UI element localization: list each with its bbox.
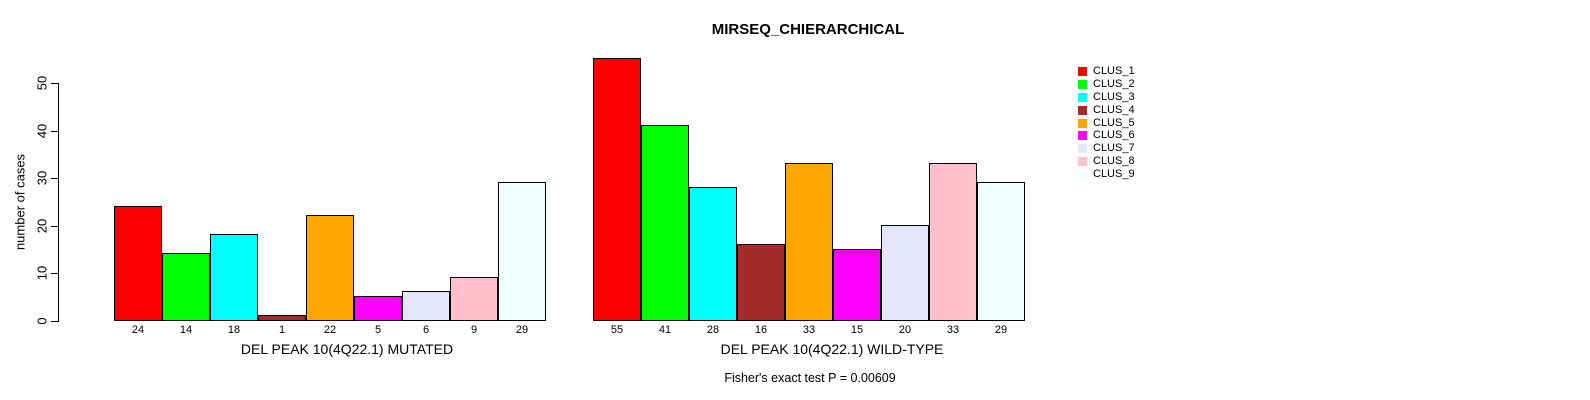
y-axis-tick — [51, 178, 58, 180]
x-axis-title-wildtype: DEL PEAK 10(4Q22.1) WILD-TYPE — [720, 341, 944, 357]
y-axis-line — [58, 83, 59, 322]
bar-clus_1 — [593, 58, 641, 321]
bar-clus_2 — [162, 253, 210, 321]
legend-swatch-clus_6 — [1078, 131, 1087, 141]
bar-clus_9 — [977, 182, 1025, 321]
y-axis-tick-label: 30 — [34, 171, 50, 186]
bar-value-label: 22 — [323, 324, 337, 336]
fisher-test-annotation: Fisher's exact test P = 0.00609 — [724, 371, 896, 385]
y-axis-tick — [51, 321, 58, 322]
y-axis-tick-label: 40 — [34, 123, 50, 138]
y-axis-tick-label: 50 — [34, 75, 50, 91]
bar-value-label: 9 — [470, 324, 478, 336]
bar-clus_8 — [929, 163, 977, 321]
chart-title: MIRSEQ_CHIERARCHICAL — [711, 21, 905, 38]
bar-clus_3 — [210, 234, 258, 321]
bar-clus_7 — [402, 291, 450, 321]
legend-label-clus_6: CLUS_6 — [1093, 129, 1135, 142]
bar-clus_6 — [354, 296, 402, 321]
bar-value-label: 5 — [374, 324, 382, 336]
legend-label-clus_9: CLUS_9 — [1093, 168, 1135, 180]
legend-label-clus_4: CLUS_4 — [1093, 103, 1135, 116]
bar-value-label: 18 — [227, 324, 241, 336]
bar-value-label: 6 — [422, 324, 430, 336]
bar-value-label: 24 — [131, 324, 145, 336]
bar-clus_2 — [641, 125, 689, 321]
bar-clus_5 — [785, 163, 833, 321]
bar-clus_3 — [689, 187, 737, 321]
bar-value-label: 1 — [278, 324, 286, 336]
legend-swatch-clus_3 — [1078, 92, 1087, 102]
legend-label-clus_1: CLUS_1 — [1093, 65, 1135, 77]
bar-clus_7 — [881, 225, 929, 321]
bar-value-label: 29 — [515, 324, 529, 336]
bar-value-label: 29 — [994, 324, 1008, 336]
legend-label-clus_8: CLUS_8 — [1093, 155, 1135, 168]
bar-value-label: 14 — [179, 324, 193, 336]
x-axis-title-mutated: DEL PEAK 10(4Q22.1) MUTATED — [240, 341, 454, 357]
bar-value-label: 33 — [946, 324, 960, 336]
y-axis-tick-label: 20 — [34, 218, 50, 234]
legend-swatch-clus_9 — [1078, 170, 1087, 179]
bar-clus_6 — [833, 249, 881, 321]
bar-value-label: 15 — [850, 324, 864, 336]
y-axis-tick — [51, 83, 58, 85]
bar-clus_9 — [498, 182, 546, 321]
legend-label-clus_2: CLUS_2 — [1093, 77, 1135, 90]
bar-clus_8 — [450, 277, 498, 321]
legend-swatch-clus_8 — [1078, 157, 1087, 167]
y-axis-title: number of cases — [12, 153, 28, 251]
bar-value-label: 33 — [802, 324, 816, 336]
y-axis-tick — [51, 130, 58, 132]
legend-swatch-clus_5 — [1078, 118, 1087, 128]
bar-value-label: 20 — [898, 324, 912, 336]
y-axis-tick-label: 0 — [34, 317, 50, 325]
legend-label-clus_5: CLUS_5 — [1093, 116, 1135, 129]
bar-value-label: 16 — [754, 324, 768, 336]
legend-swatch-clus_2 — [1078, 79, 1087, 89]
legend-swatch-clus_1 — [1078, 67, 1087, 76]
bar-clus_4 — [258, 315, 306, 321]
legend-label-clus_3: CLUS_3 — [1093, 90, 1135, 103]
bar-clus_1 — [114, 206, 162, 321]
bar-value-label: 55 — [610, 324, 624, 336]
bar-value-label: 28 — [706, 324, 720, 336]
y-axis-tick-label: 10 — [34, 266, 50, 281]
legend-swatch-clus_4 — [1078, 105, 1087, 115]
bar-value-label: 41 — [658, 324, 672, 336]
legend-swatch-clus_7 — [1078, 144, 1087, 154]
bar-clus_4 — [737, 244, 785, 321]
y-axis-tick — [51, 273, 58, 275]
legend-label-clus_7: CLUS_7 — [1093, 142, 1135, 155]
bar-clus_5 — [306, 215, 354, 321]
y-axis-tick — [51, 225, 58, 227]
